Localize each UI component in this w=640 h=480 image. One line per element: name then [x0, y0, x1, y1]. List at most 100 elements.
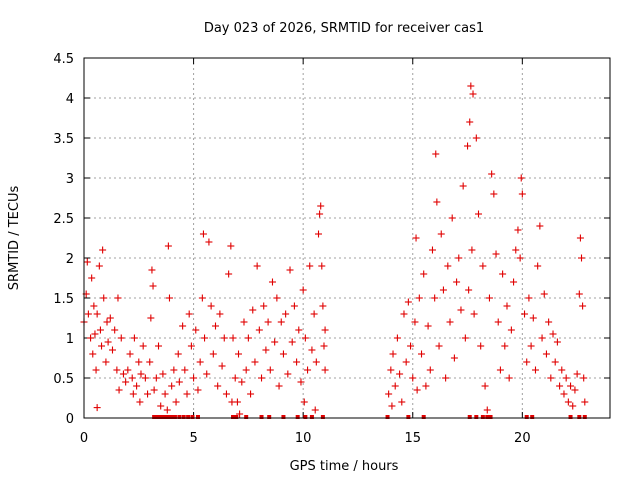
- data-point: [315, 230, 323, 238]
- data-point: [242, 366, 250, 374]
- data-point: [149, 282, 157, 290]
- zero-marker: [474, 415, 479, 419]
- zero-marker: [259, 415, 264, 419]
- zero-marker: [406, 415, 411, 419]
- zero-marker: [281, 415, 286, 419]
- data-point: [465, 286, 473, 294]
- data-point: [319, 302, 327, 310]
- data-point: [194, 386, 202, 394]
- data-point: [185, 310, 193, 318]
- zero-marker: [177, 415, 182, 419]
- zero-marker: [488, 415, 493, 419]
- zero-marker: [524, 415, 529, 419]
- data-point: [418, 350, 426, 358]
- data-point: [442, 374, 450, 382]
- y-tick-label: 4: [66, 92, 74, 107]
- x-tick-label: 20: [514, 431, 531, 446]
- data-point: [113, 366, 121, 374]
- data-point: [152, 374, 160, 382]
- data-point: [216, 310, 224, 318]
- data-point: [466, 118, 474, 126]
- zero-marker: [231, 415, 236, 419]
- data-point: [316, 210, 324, 218]
- data-point: [87, 334, 95, 342]
- data-point: [133, 382, 141, 390]
- data-point: [214, 382, 222, 390]
- data-point: [575, 290, 583, 298]
- data-point: [426, 366, 434, 374]
- data-point: [205, 238, 213, 246]
- data-point: [117, 334, 125, 342]
- data-point: [501, 342, 509, 350]
- data-point: [192, 326, 200, 334]
- data-point: [227, 242, 235, 250]
- data-point: [288, 338, 296, 346]
- data-point: [240, 318, 248, 326]
- data-point: [277, 318, 285, 326]
- data-point: [420, 270, 428, 278]
- zero-marker: [530, 415, 535, 419]
- data-point: [517, 174, 525, 182]
- data-point: [488, 170, 496, 178]
- data-point: [571, 386, 579, 394]
- data-point: [385, 390, 393, 398]
- data-point: [147, 314, 155, 322]
- data-point: [92, 366, 100, 374]
- data-point: [459, 182, 467, 190]
- data-point: [318, 262, 326, 270]
- data-point: [199, 230, 207, 238]
- data-point: [536, 222, 544, 230]
- data-point: [130, 334, 138, 342]
- data-point: [212, 322, 219, 330]
- zero-marker: [167, 415, 172, 419]
- data-point: [297, 378, 305, 386]
- data-point: [135, 358, 143, 366]
- y-tick-label: 3.5: [53, 132, 74, 147]
- zero-marker: [152, 415, 157, 419]
- data-point: [453, 278, 461, 286]
- data-point: [98, 342, 106, 350]
- data-point: [490, 190, 498, 198]
- data-point: [310, 310, 318, 318]
- data-point: [321, 366, 329, 374]
- data-point: [304, 366, 312, 374]
- data-point: [415, 294, 423, 302]
- data-point: [174, 350, 182, 358]
- data-point: [207, 302, 215, 310]
- data-point: [518, 190, 526, 198]
- data-point: [148, 266, 156, 274]
- data-point: [435, 342, 443, 350]
- data-point: [507, 326, 515, 334]
- data-point: [155, 342, 163, 350]
- data-point: [124, 366, 132, 374]
- data-point: [564, 398, 572, 406]
- x-tick-label: 10: [295, 431, 312, 446]
- zero-marker: [156, 415, 161, 419]
- data-points: [80, 82, 589, 419]
- data-point: [103, 318, 111, 326]
- data-point: [104, 338, 112, 346]
- zero-marker: [385, 415, 390, 419]
- data-point: [549, 330, 557, 338]
- data-point: [413, 386, 421, 394]
- data-point: [437, 230, 445, 238]
- data-point: [579, 302, 587, 310]
- data-point: [464, 142, 472, 150]
- data-point: [472, 134, 480, 142]
- data-point: [467, 82, 475, 90]
- data-point: [238, 378, 246, 386]
- data-point: [514, 226, 522, 234]
- zero-marker: [160, 415, 165, 419]
- data-point: [157, 402, 165, 410]
- axis-ticks: 0 0.5 1 1.5 2 2.5 3 3.5 4 4.5 0 5 10 15 20: [53, 52, 610, 446]
- data-point: [512, 246, 520, 254]
- y-tick-label: 2: [66, 252, 74, 267]
- data-point: [293, 358, 301, 366]
- data-point: [233, 398, 241, 406]
- data-point: [99, 246, 107, 254]
- y-tick-label: 0.5: [53, 372, 74, 387]
- data-point: [439, 286, 447, 294]
- data-point: [499, 270, 507, 278]
- data-point: [136, 398, 144, 406]
